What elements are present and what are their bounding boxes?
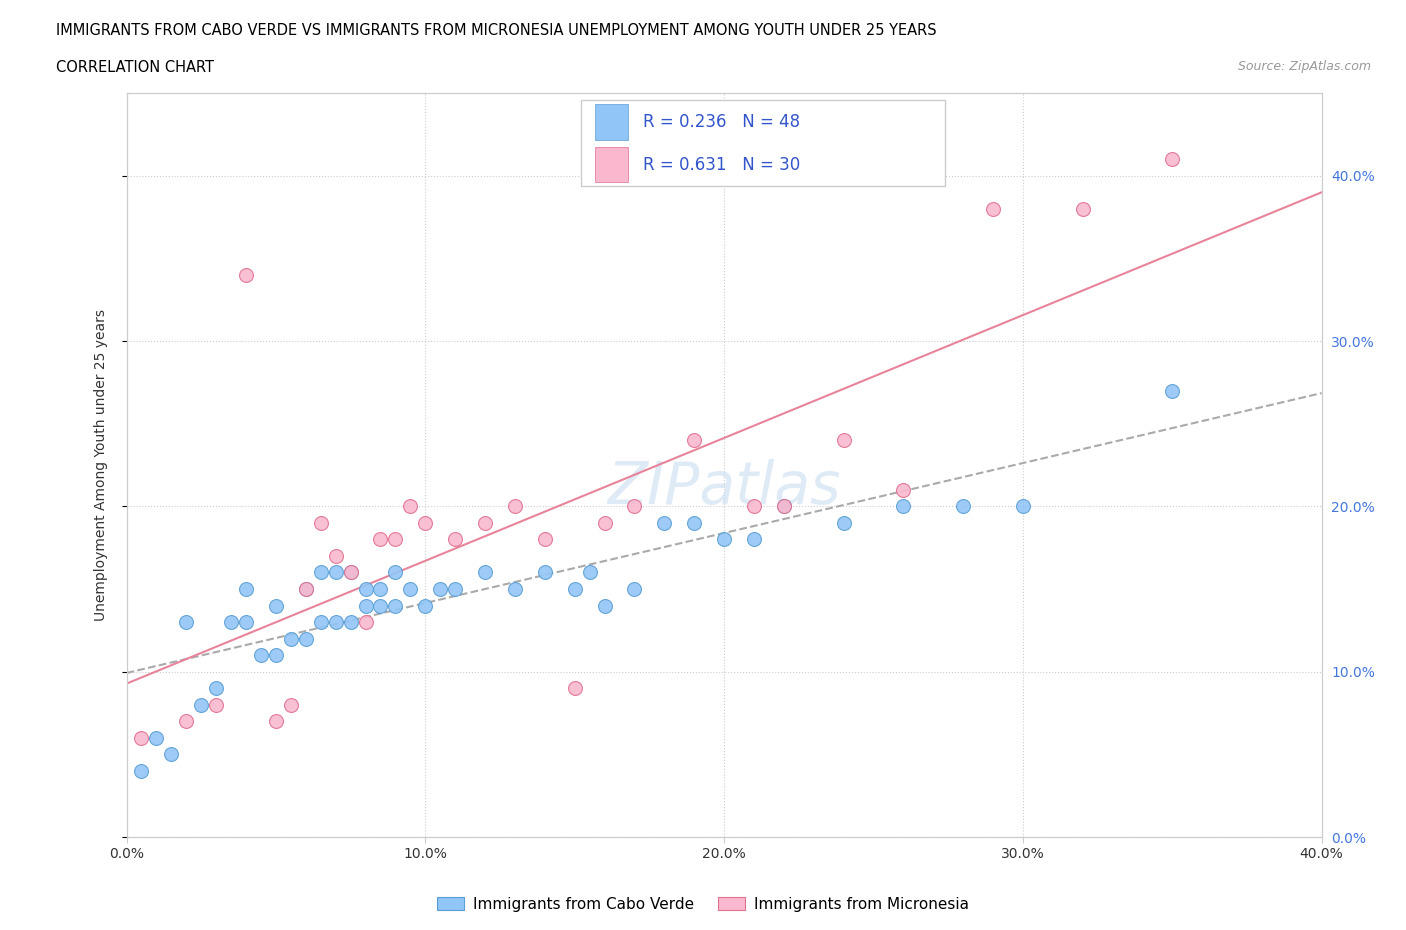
Point xyxy=(370,598,392,613)
Point xyxy=(131,764,153,778)
Point xyxy=(280,698,302,712)
Point xyxy=(578,565,600,580)
Point xyxy=(773,498,796,513)
Point xyxy=(593,598,616,613)
Point xyxy=(981,201,1004,216)
Point xyxy=(325,549,347,564)
Point xyxy=(1011,498,1033,513)
Point xyxy=(683,432,706,447)
Point xyxy=(145,730,167,745)
Point xyxy=(309,515,332,530)
Point xyxy=(205,698,228,712)
Point xyxy=(503,581,526,596)
Point xyxy=(370,532,392,547)
Point xyxy=(354,615,377,630)
Point xyxy=(1071,201,1094,216)
Point xyxy=(415,515,437,530)
Text: R = 0.236   N = 48: R = 0.236 N = 48 xyxy=(643,113,800,131)
Point xyxy=(384,598,406,613)
Point xyxy=(384,565,406,580)
Point xyxy=(503,498,526,513)
Text: ZIPatlas: ZIPatlas xyxy=(607,458,841,516)
Point xyxy=(235,581,257,596)
Point xyxy=(444,581,467,596)
Point xyxy=(534,565,557,580)
Point xyxy=(219,615,242,630)
Bar xyxy=(595,147,628,182)
Text: Source: ZipAtlas.com: Source: ZipAtlas.com xyxy=(1237,60,1371,73)
Point xyxy=(623,581,645,596)
Point xyxy=(174,615,197,630)
Point xyxy=(893,498,915,513)
Point xyxy=(683,515,706,530)
Point xyxy=(190,698,212,712)
Point xyxy=(773,498,796,513)
Point xyxy=(652,515,675,530)
Text: R = 0.631   N = 30: R = 0.631 N = 30 xyxy=(643,155,800,174)
Point xyxy=(399,498,422,513)
Point xyxy=(174,714,197,729)
Point xyxy=(832,432,855,447)
Point xyxy=(235,615,257,630)
Point xyxy=(264,714,287,729)
Text: CORRELATION CHART: CORRELATION CHART xyxy=(56,60,214,75)
Point xyxy=(742,498,765,513)
Point xyxy=(235,268,257,283)
Point xyxy=(474,565,496,580)
Point xyxy=(264,647,287,662)
Point xyxy=(444,532,467,547)
Point xyxy=(415,598,437,613)
Point xyxy=(264,598,287,613)
Point xyxy=(832,515,855,530)
Text: IMMIGRANTS FROM CABO VERDE VS IMMIGRANTS FROM MICRONESIA UNEMPLOYMENT AMONG YOUT: IMMIGRANTS FROM CABO VERDE VS IMMIGRANTS… xyxy=(56,23,936,38)
Point xyxy=(893,483,915,498)
Point xyxy=(384,532,406,547)
Point xyxy=(354,581,377,596)
Point xyxy=(309,615,332,630)
Point xyxy=(370,581,392,596)
Point xyxy=(429,581,451,596)
Point xyxy=(713,532,735,547)
Point xyxy=(593,515,616,530)
Point xyxy=(564,681,586,696)
Point xyxy=(742,532,765,547)
Point xyxy=(474,515,496,530)
Point xyxy=(250,647,273,662)
Point xyxy=(325,565,347,580)
Point xyxy=(325,615,347,630)
Bar xyxy=(581,100,945,186)
Point xyxy=(294,581,316,596)
Point xyxy=(280,631,302,646)
Point xyxy=(952,498,974,513)
Y-axis label: Unemployment Among Youth under 25 years: Unemployment Among Youth under 25 years xyxy=(94,309,108,621)
Point xyxy=(1161,383,1184,398)
Legend: Immigrants from Cabo Verde, Immigrants from Micronesia: Immigrants from Cabo Verde, Immigrants f… xyxy=(430,890,976,918)
Point xyxy=(339,565,361,580)
Point xyxy=(294,631,316,646)
Point xyxy=(399,581,422,596)
Point xyxy=(294,581,316,596)
Point xyxy=(160,747,183,762)
Point xyxy=(339,615,361,630)
Point xyxy=(339,565,361,580)
Point xyxy=(309,565,332,580)
Bar xyxy=(595,104,628,140)
Point xyxy=(131,730,153,745)
Point xyxy=(534,532,557,547)
Point xyxy=(205,681,228,696)
Point xyxy=(623,498,645,513)
Point xyxy=(1161,152,1184,166)
Point xyxy=(564,581,586,596)
Point xyxy=(354,598,377,613)
